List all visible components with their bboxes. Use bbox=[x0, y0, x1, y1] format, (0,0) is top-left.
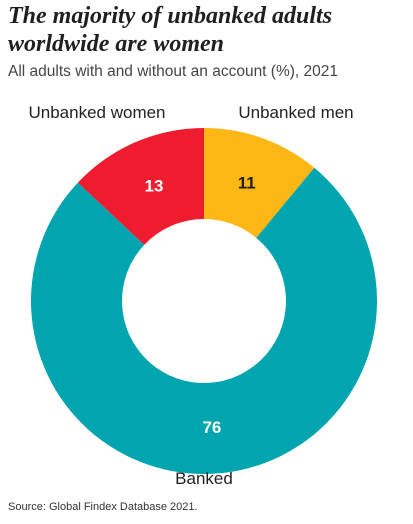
value-label-banked: 76 bbox=[202, 418, 221, 437]
label-banked: Banked bbox=[175, 469, 233, 488]
slice-banked bbox=[31, 167, 377, 474]
chart-subtitle: All adults with and without an account (… bbox=[8, 63, 338, 80]
slice-unbanked-women bbox=[77, 128, 204, 245]
chart-title: The majority of unbanked adults worldwid… bbox=[8, 3, 333, 57]
label-unbanked-men: Unbanked men bbox=[238, 103, 353, 122]
value-label-unbanked-women: 13 bbox=[144, 176, 163, 195]
chart-source: Source: Global Findex Database 2021. bbox=[8, 501, 198, 513]
donut-slices bbox=[31, 128, 377, 474]
donut-value-labels: 11 76 13 bbox=[144, 173, 255, 436]
slice-unbanked-men bbox=[204, 128, 315, 238]
value-label-unbanked-men: 11 bbox=[238, 173, 256, 192]
label-unbanked-women: Unbanked women bbox=[28, 103, 165, 122]
